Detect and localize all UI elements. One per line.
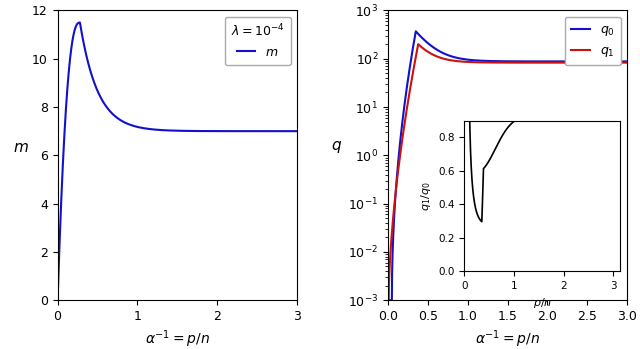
$q_0$ [426, 42, 433, 46]
Y-axis label: $q$: $q$ [332, 139, 342, 155]
$q_0$ [476, 59, 484, 63]
Line: $q_0$: $q_0$ [388, 31, 627, 300]
X-axis label: $\alpha^{-1} = p/n$: $\alpha^{-1} = p/n$ [475, 328, 540, 349]
$q_1$ [426, 51, 433, 55]
$q_0$ [412, 32, 419, 37]
$q_0$ [593, 59, 601, 64]
$q_0$ [619, 59, 627, 64]
Legend: $m$: $m$ [225, 17, 291, 65]
$q_1$ [619, 61, 627, 65]
$q_1$ [593, 61, 601, 65]
$q_1$ [486, 60, 494, 65]
X-axis label: $\alpha^{-1} = p/n$: $\alpha^{-1} = p/n$ [145, 328, 210, 349]
$q_1$ [412, 58, 419, 62]
$q_1$ [476, 60, 484, 65]
$q_1$ [623, 61, 631, 65]
$q_0$ [623, 59, 631, 64]
$q_1$ [414, 42, 422, 46]
$q_0$ [384, 298, 392, 302]
Y-axis label: $m$: $m$ [13, 140, 29, 155]
Line: $q_1$: $q_1$ [388, 44, 627, 300]
$q_1$ [384, 298, 392, 302]
$q_0$ [412, 29, 420, 34]
Legend: $q_0$, $q_1$: $q_0$, $q_1$ [564, 17, 621, 66]
$q_0$ [486, 59, 494, 63]
